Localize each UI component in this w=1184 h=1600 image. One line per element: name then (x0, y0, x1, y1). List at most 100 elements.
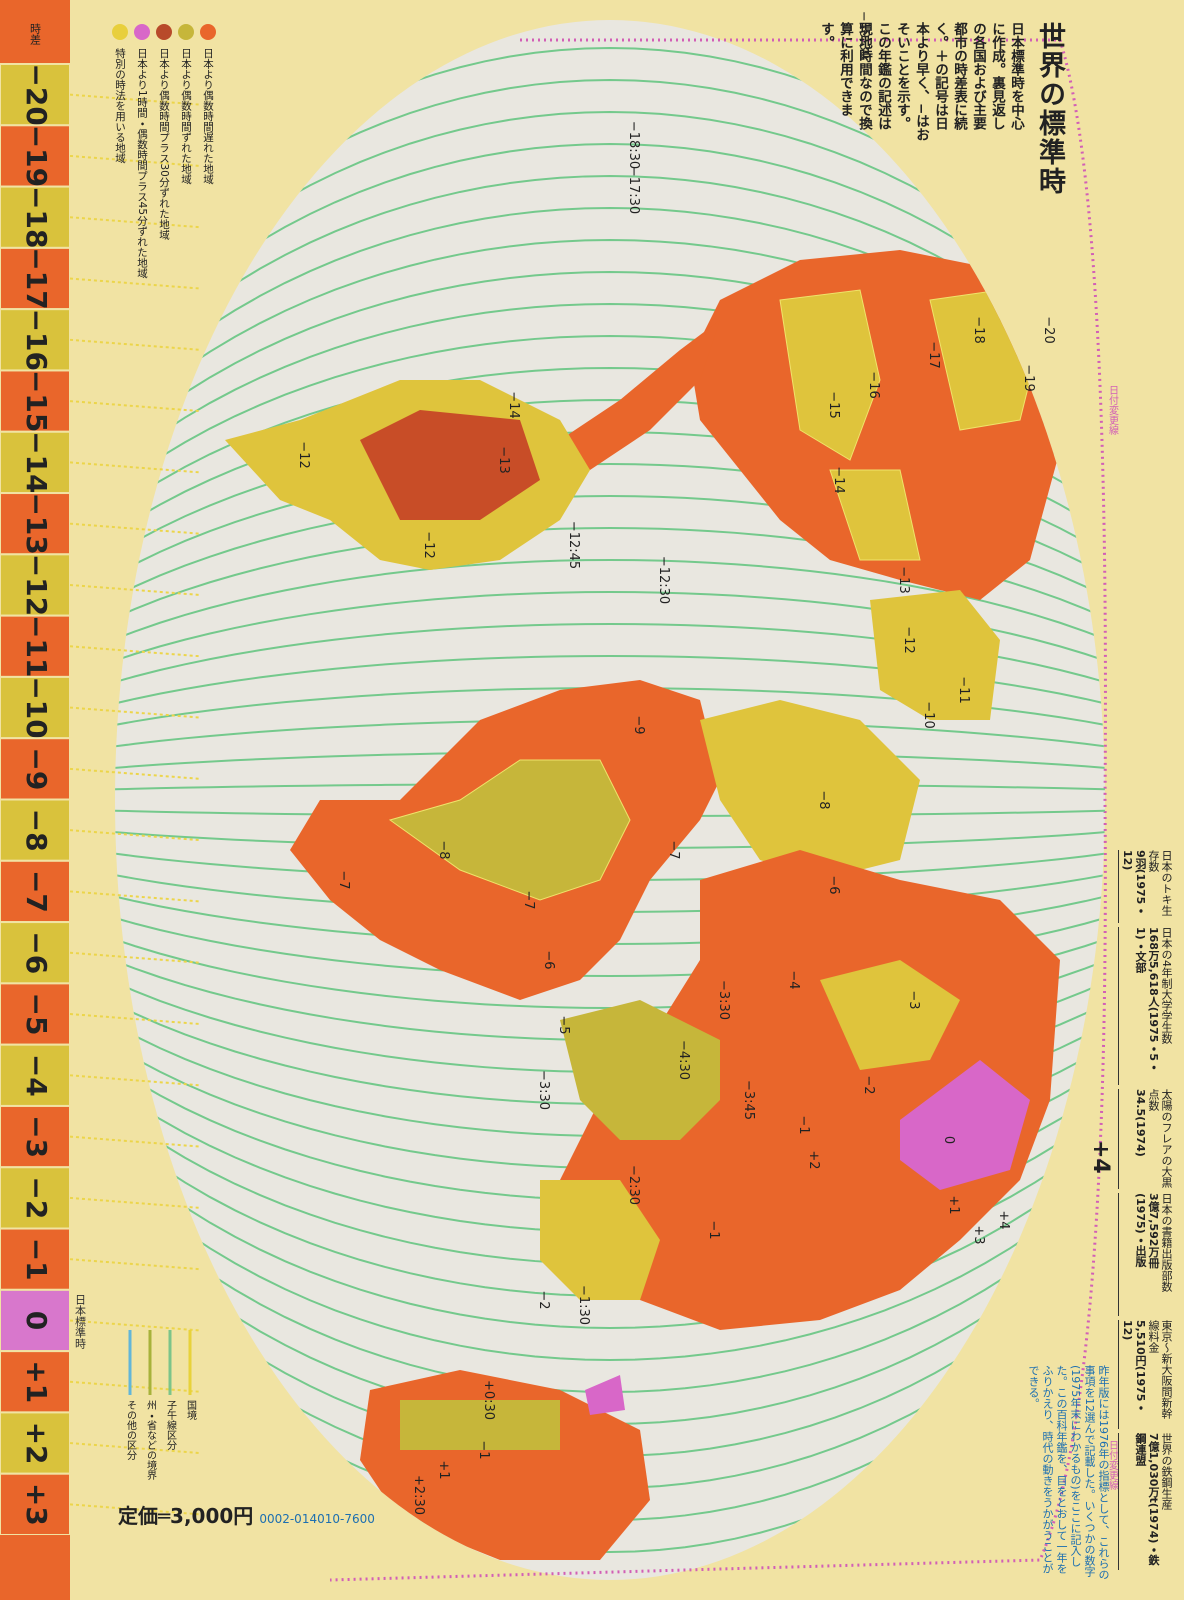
zone-label: −3 (20, 1115, 53, 1158)
note: 昨年版には1976年の指標として、これらの事項を12選んで記載した。いくつかの数… (1027, 1365, 1110, 1580)
leader-line (69, 1074, 201, 1087)
boundary-label: 州・省などの境界 (145, 1400, 157, 1481)
price-code: 0002-014010-7600 (259, 1512, 375, 1526)
stat-label: 日本の書籍出版部数 (1160, 1192, 1173, 1292)
zone-label: −20 (20, 63, 53, 125)
map-zone-label: −5 (556, 1015, 571, 1034)
zone-cell (0, 369, 71, 433)
map-zone-label: −2 (536, 1290, 551, 1309)
stat: 日本のトキ生存数 9羽(1975・12) (1118, 849, 1173, 923)
price-value: 3,000円 (170, 1504, 254, 1528)
zone-label: −7 (20, 870, 53, 913)
zone-line (115, 1149, 1105, 1330)
legend-label: 日本より1時間・偶数時間プラス45分ずれた地域 (136, 48, 148, 278)
map-zone-label: −18 (971, 316, 986, 343)
map-zone-label: −1 (476, 1440, 491, 1459)
zone-label: −10 (20, 676, 53, 738)
stat-label: 日本のトキ生存数 (1147, 849, 1173, 916)
zone-label: −6 (20, 931, 53, 974)
map-zone-label: +0:30 (481, 1380, 496, 1420)
map-zone-label: −2 (861, 1075, 876, 1094)
map-zone-label: −8 (436, 840, 451, 859)
map-zone-label: −4 (786, 970, 801, 989)
zone-label: −4 (20, 1054, 53, 1097)
europe (700, 700, 920, 880)
leader-line (69, 461, 201, 474)
map-zone-label: −8 (816, 790, 831, 809)
leader-line (69, 1442, 201, 1455)
description: 日本標準時を中心に作成。裏見返しの各国および主要都市の時差表に続く。＋の記号は日… (818, 22, 1024, 142)
map-zone-label: −13 (496, 446, 511, 473)
boundary-label: 子午線区分 (165, 1400, 177, 1451)
south-america-zone (360, 410, 540, 520)
leader-line (69, 522, 201, 535)
stat-label: 太陽のフレアの大黒点数 (1147, 1088, 1173, 1188)
legend-swatch (178, 24, 194, 40)
leader-line (69, 277, 201, 290)
zone-cell (0, 1166, 71, 1230)
legend-label: 日本より偶数時間遅れた地域 (202, 48, 214, 185)
zone-line (115, 142, 1105, 367)
map-zone-label: −12 (296, 441, 311, 468)
map-zone-label: −3:45 (741, 1080, 756, 1120)
map-zone-label: −1 (796, 1115, 811, 1134)
map-zone-label: −3 (906, 990, 921, 1009)
map-zone-label: −11 (956, 676, 971, 703)
map-zone-label: −3:30 (716, 980, 731, 1020)
zone-cell (0, 246, 71, 311)
date-line-label: 日付変更線 (1107, 385, 1119, 436)
legend-label: 日本より偶数時間プラス30分ずれた地域 (158, 48, 170, 240)
zone-label: −1 (20, 1238, 53, 1281)
greenland (870, 590, 1000, 720)
zone-label: −13 (20, 492, 53, 554)
zone-label: −19 (20, 125, 53, 187)
map-zone-label: 0 (941, 1136, 956, 1144)
map-zone-label: +2 (806, 1150, 821, 1169)
zone-label: −15 (20, 370, 53, 432)
map-zone-label: −7 (521, 890, 536, 909)
stat: 日本の書籍出版部数 3億7,592万冊(1975)・出版 (1118, 1192, 1173, 1316)
map-zone-label: −9 (631, 715, 646, 734)
stats-extra: +4 (1088, 1140, 1113, 1174)
india (560, 1000, 720, 1140)
stat: 日本の4年制大学学生数 168万5,618人(1975・5・1)・文部 (1118, 926, 1173, 1085)
stat-value: 9羽(1975・12) (1121, 849, 1147, 916)
map-zone-label: −12:45 (566, 521, 581, 569)
leader-line (69, 1319, 201, 1332)
leader-line (69, 1258, 201, 1271)
map-zone-label: −7 (336, 870, 351, 889)
zone-label: −18 (20, 186, 53, 248)
map-zone-label: −6 (541, 950, 556, 969)
leader-line (69, 951, 201, 964)
strip-footer (0, 1535, 70, 1600)
leader-line (69, 1503, 201, 1516)
zone-cell (0, 1411, 71, 1475)
japan-label: 日本標準時 (74, 1294, 87, 1349)
legend-swatch (112, 24, 128, 40)
leader-line (69, 1380, 201, 1393)
boundary-label: 国境 (185, 1400, 197, 1421)
leader-line (69, 1013, 201, 1026)
zone-label: +3 (20, 1483, 53, 1526)
map-zone-label: −16 (866, 371, 881, 398)
southeast-asia (540, 1180, 660, 1300)
stat-label: 東京〜新大阪間新幹線料金 (1147, 1320, 1173, 1419)
map-zone-label: +4 (996, 1210, 1011, 1229)
australia-zone (400, 1400, 560, 1450)
leader-line (69, 1196, 201, 1209)
map-zone-label: −18:30 (626, 121, 641, 169)
zone-label: +1 (20, 1360, 53, 1403)
price-label: 定価 (118, 1504, 158, 1528)
mongolia (900, 1060, 1030, 1190)
leader-line (69, 154, 201, 167)
map-zone-label: −17 (926, 341, 941, 368)
zone-label: −11 (20, 615, 53, 677)
map-zone-label: −12:30 (656, 556, 671, 604)
map-zone-label: −6 (826, 875, 841, 894)
leader-line (69, 706, 201, 719)
africa-zone (388, 759, 631, 901)
leader-line (69, 645, 201, 658)
leader-line (69, 216, 201, 229)
legend-label: 特別の時法を用いる地域 (114, 48, 126, 164)
